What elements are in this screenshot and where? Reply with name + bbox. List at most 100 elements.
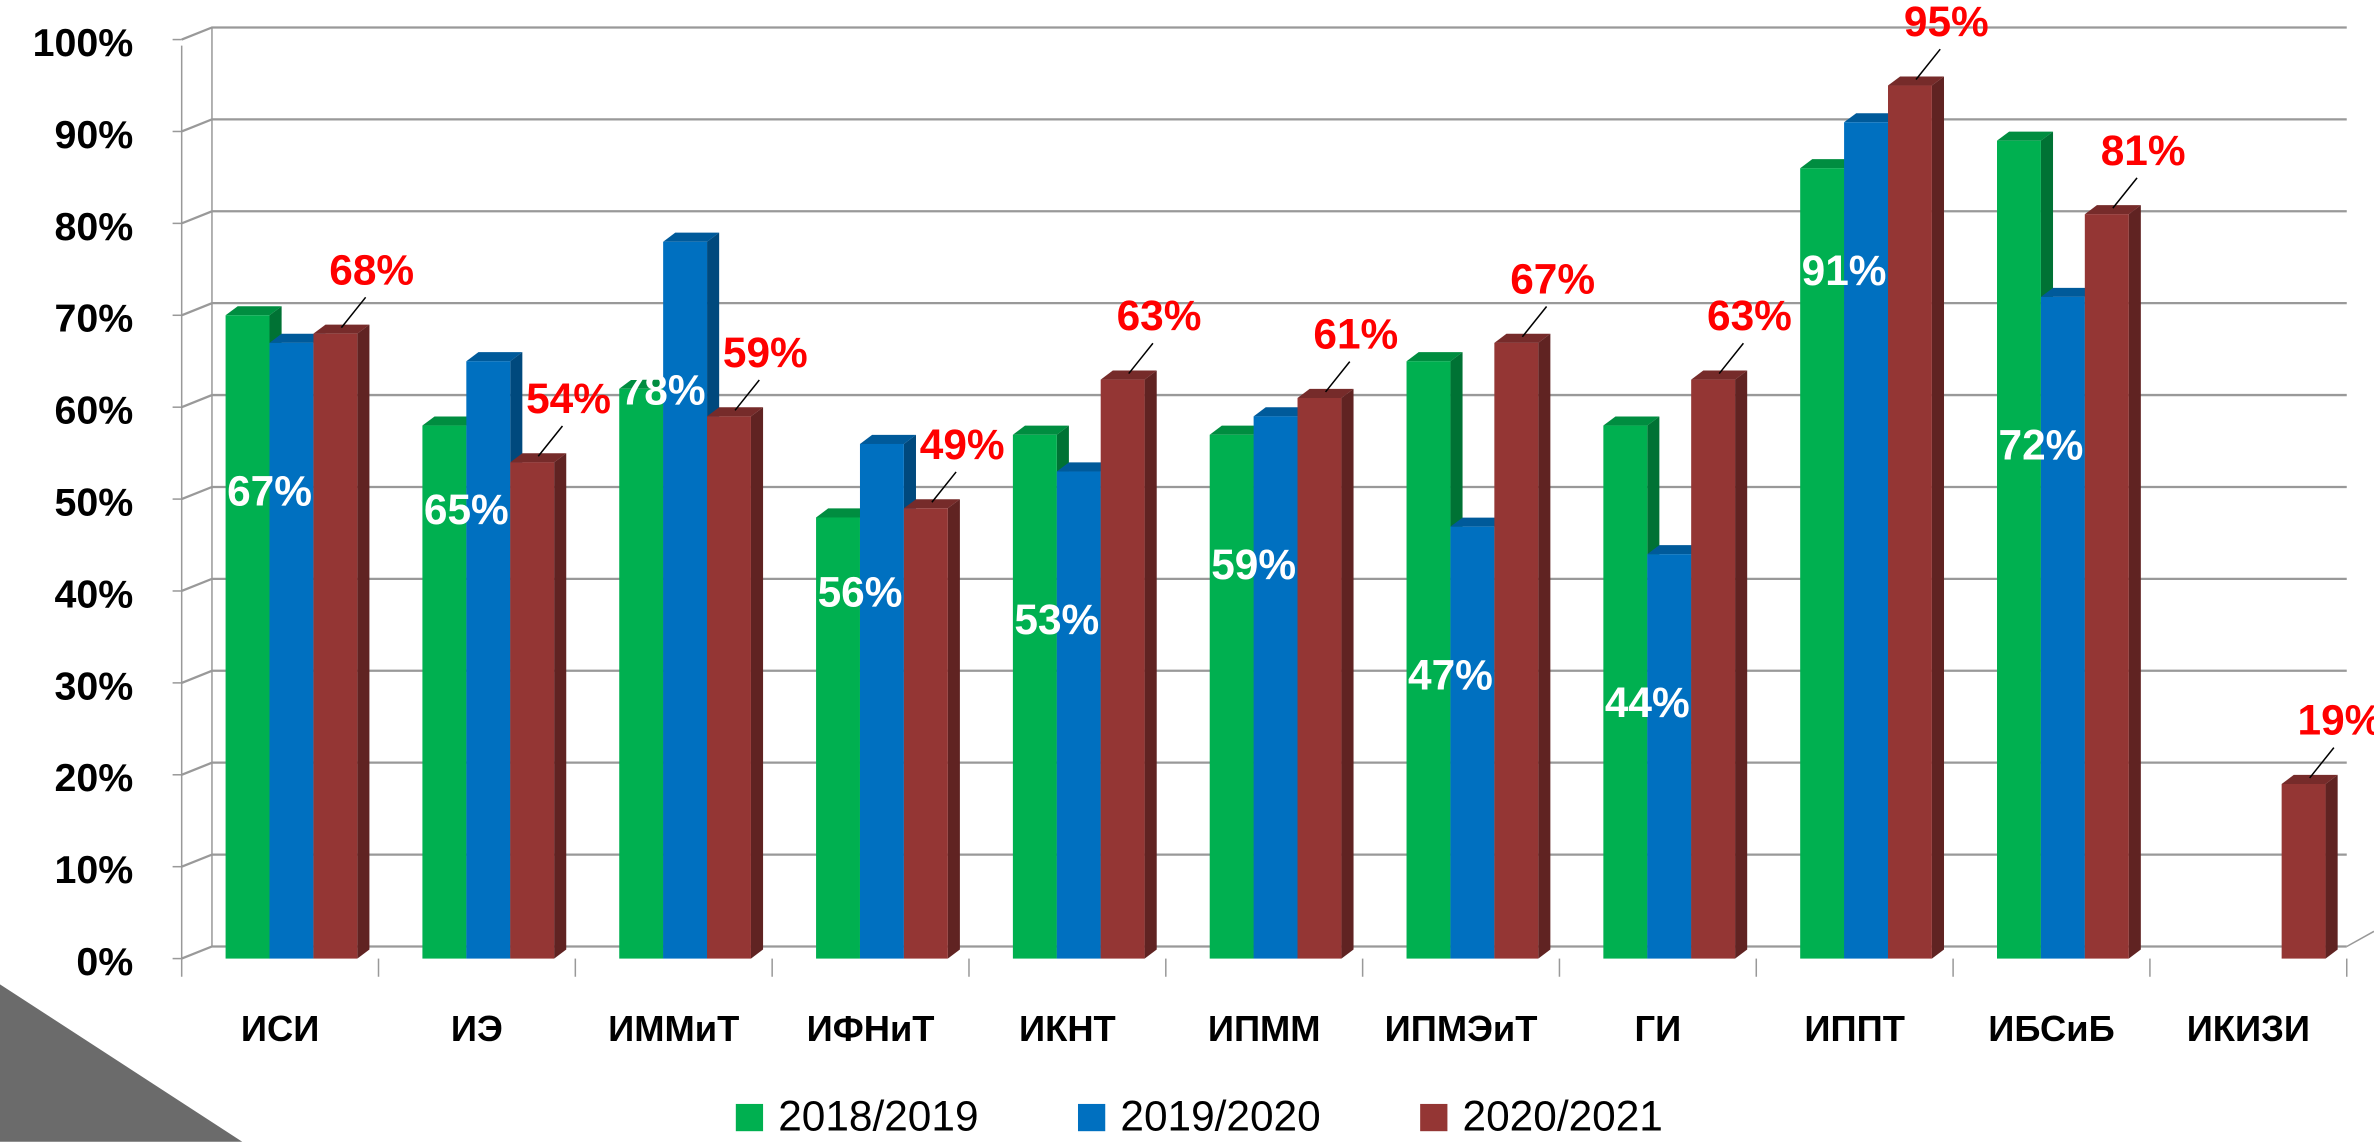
bar xyxy=(1253,416,1298,959)
bar-top xyxy=(269,333,326,343)
leader-line xyxy=(340,296,367,329)
x-tick-label: ИППТ xyxy=(1804,1008,1905,1049)
x-tick-label: ИПММ xyxy=(1208,1008,1321,1049)
bar xyxy=(1691,379,1736,959)
bar-top xyxy=(1494,333,1551,343)
bar xyxy=(1647,554,1692,959)
bar-top xyxy=(1997,131,2054,141)
bar xyxy=(663,241,708,959)
legend-label: 2018/2019 xyxy=(778,1092,978,1139)
data-label: 95% xyxy=(1904,0,1989,45)
data-label: 65% xyxy=(424,486,509,533)
bar xyxy=(313,333,358,959)
bar xyxy=(1056,471,1101,959)
bar xyxy=(1406,361,1451,959)
legend-swatch xyxy=(1077,1103,1106,1132)
data-label: 63% xyxy=(1707,292,1792,339)
bar xyxy=(1844,122,1888,959)
data-label: 49% xyxy=(920,421,1005,468)
x-tick-label: ИСИ xyxy=(241,1008,319,1049)
data-label: 91% xyxy=(1802,247,1887,294)
bar xyxy=(422,425,467,959)
x-tick-label: ИФНиТ xyxy=(807,1008,935,1049)
legend-swatch xyxy=(1420,1103,1448,1132)
bar-top xyxy=(1012,425,1069,435)
bar xyxy=(269,342,314,959)
bar xyxy=(1100,379,1145,959)
y-tick-label: 10% xyxy=(54,848,133,892)
bar xyxy=(1012,434,1057,959)
bar-top xyxy=(510,453,567,463)
leader-line xyxy=(1521,306,1548,338)
data-label: 72% xyxy=(1999,422,2084,469)
data-label: 53% xyxy=(1014,596,1099,643)
bar-top xyxy=(225,306,282,316)
leader-line xyxy=(1718,342,1744,375)
y-tick-label: 30% xyxy=(54,664,133,708)
bar-top xyxy=(422,416,479,426)
bar-top xyxy=(619,379,676,389)
bar-side xyxy=(1341,388,1354,959)
bar-side xyxy=(2128,205,2141,959)
y-tick-label: 0% xyxy=(76,940,133,984)
bar xyxy=(1603,425,1648,959)
legend-label: 2019/2020 xyxy=(1120,1092,1320,1139)
x-tick-label: ИММиТ xyxy=(608,1008,739,1049)
data-label: 63% xyxy=(1117,292,1202,339)
y-tick-label: 100% xyxy=(33,21,134,65)
bar-top xyxy=(1887,76,1945,86)
data-label: 56% xyxy=(818,569,903,616)
bar-top xyxy=(663,232,720,242)
bar-top xyxy=(2040,287,2097,297)
bar xyxy=(903,508,948,959)
bar xyxy=(1450,526,1495,959)
bar xyxy=(619,388,664,959)
bar-top xyxy=(1209,425,1266,435)
bar-side xyxy=(750,407,764,959)
x-tick-label: ГИ xyxy=(1635,1008,1682,1049)
data-label: 54% xyxy=(526,375,611,422)
bar-top xyxy=(707,407,764,417)
y-tick-label: 90% xyxy=(54,113,133,157)
y-tick-label: 50% xyxy=(54,481,133,525)
bar-top xyxy=(1603,416,1660,426)
bar-side xyxy=(2325,774,2338,959)
bar xyxy=(1887,85,1932,959)
leader-line xyxy=(931,471,957,503)
bar-top xyxy=(859,434,916,444)
data-label: 67% xyxy=(1510,255,1595,302)
bar-side xyxy=(1735,370,1748,959)
x-tick-label: ИБСиБ xyxy=(1988,1008,2114,1049)
bar-side xyxy=(1931,76,1945,959)
data-label: 78% xyxy=(621,366,706,413)
legend-swatch xyxy=(735,1103,764,1132)
leader-line xyxy=(2309,747,2335,779)
grid-line xyxy=(181,302,2347,317)
bar-top xyxy=(1450,517,1507,527)
bar-top xyxy=(1297,388,1354,398)
bar xyxy=(2281,783,2326,959)
leader-line xyxy=(1915,48,1941,80)
bar xyxy=(1297,397,1342,959)
leader-line xyxy=(1128,342,1154,375)
grid-line xyxy=(181,210,2347,225)
data-label: 59% xyxy=(1211,541,1296,588)
bar xyxy=(1209,434,1254,959)
bar-side xyxy=(1144,370,1157,959)
bar xyxy=(466,361,511,959)
leader-line xyxy=(734,379,760,411)
bar xyxy=(707,416,751,959)
y-tick-label: 60% xyxy=(54,389,133,433)
data-label: 47% xyxy=(1408,651,1493,698)
leader-line xyxy=(537,425,564,457)
bar-top xyxy=(1100,370,1157,380)
bar-top xyxy=(2281,774,2338,784)
bar-top xyxy=(816,508,873,518)
data-label: 59% xyxy=(723,329,808,376)
bar-side xyxy=(554,453,567,959)
bar xyxy=(1494,342,1539,959)
y-tick-label: 70% xyxy=(54,297,133,341)
data-label: 81% xyxy=(2101,127,2186,174)
bar xyxy=(510,462,555,959)
